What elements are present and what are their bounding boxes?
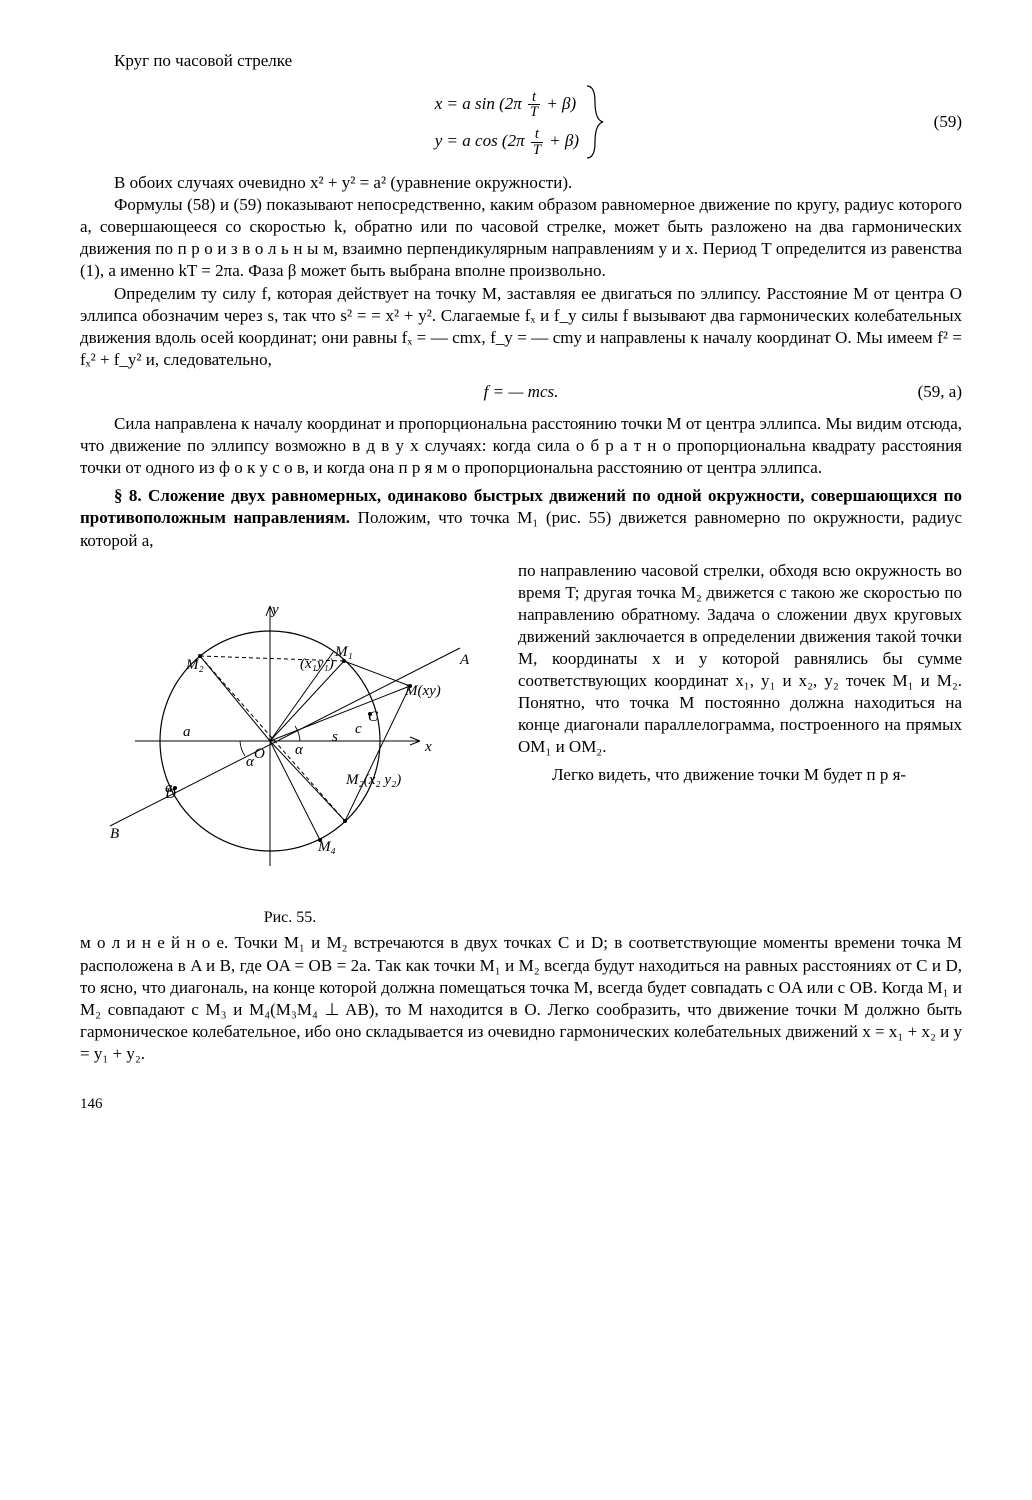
figure-caption: Рис. 55. [80,908,500,929]
eq-num-59a: (59, a) [918,381,962,403]
figure-55-svg: yxOM₁(x₁y₁)M₂M₂(x₂ y₂)M₄M(xy)CcsADBaaαα [90,566,490,896]
para-after-fig: м о л и н е й н о е. Точки M₁ и M₂ встре… [80,932,962,1065]
svg-text:(x₁y₁): (x₁y₁) [300,656,334,672]
svg-text:x: x [424,739,432,755]
heading: Круг по часовой стрелке [80,50,962,72]
svg-text:B: B [110,826,119,842]
page-number: 146 [80,1095,962,1115]
brace-right [583,82,607,162]
eq-num-59: (59) [934,111,962,133]
para-2: Формулы (58) и (59) показывают непосредс… [80,194,962,282]
svg-text:α: α [295,742,304,758]
svg-text:C: C [368,709,379,725]
svg-text:y: y [270,602,279,618]
figure-55: yxOM₁(x₁y₁)M₂M₂(x₂ y₂)M₄M(xy)CcsADBaaαα … [80,566,500,929]
para-3: Определим ту силу f, которая действует н… [80,283,962,371]
svg-text:a: a [165,780,173,796]
eq-59: x = a sin (2π tT + β) y = a cos (2π tT +… [80,82,962,162]
svg-text:a: a [183,724,191,740]
eq-59a-formula: f = — mcs. [80,381,962,403]
section-8-heading: § 8. Сложение двух равномерных, одинаков… [80,485,962,551]
svg-text:M₁: M₁ [334,644,353,660]
svg-text:s: s [332,729,338,745]
svg-text:M₂(x₂ y₂): M₂(x₂ y₂) [345,772,401,788]
para-4: Сила направлена к началу координат и про… [80,413,962,479]
svg-text:c: c [355,721,362,737]
eq-59a: f = — mcs. (59, a) [80,381,962,403]
svg-text:M₂: M₂ [185,657,204,673]
svg-text:α: α [246,754,255,770]
svg-text:A: A [459,652,470,668]
svg-text:O: O [254,746,265,762]
para-1: В обоих случаях очевидно x² + y² = a² (у… [80,172,962,194]
